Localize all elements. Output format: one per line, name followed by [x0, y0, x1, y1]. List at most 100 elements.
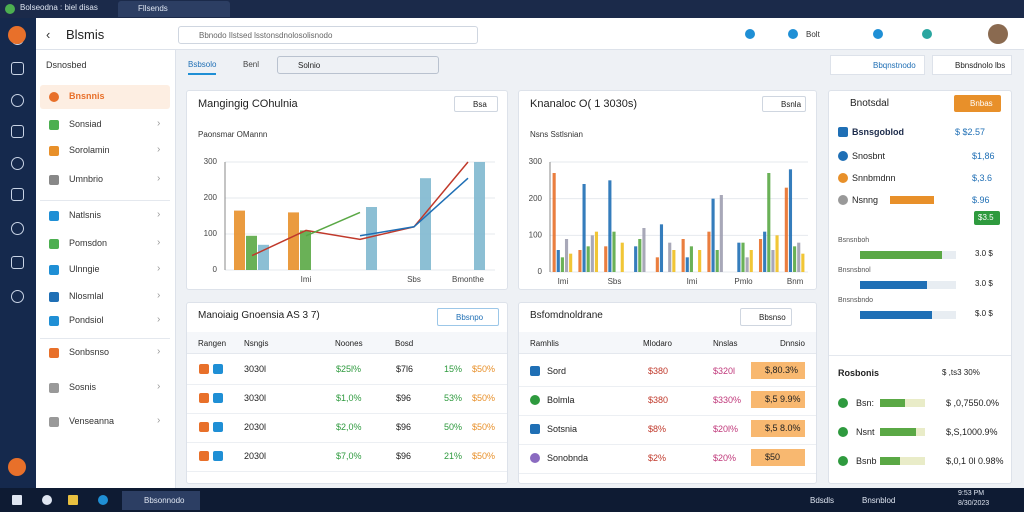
button[interactable]: Bbnsdnolo lbs [932, 55, 1012, 75]
rail-icon[interactable] [11, 290, 24, 303]
x-tick-label: Bmonthe [452, 275, 485, 284]
cell: $20% [713, 453, 737, 463]
button[interactable]: Bbqnstnodo [830, 55, 925, 75]
chevron: › [157, 118, 161, 129]
icon [8, 458, 26, 476]
icon [922, 29, 932, 39]
rail-icon[interactable] [11, 222, 24, 235]
tab[interactable]: Benl [243, 60, 260, 69]
sidebar-header: Dsnosbed [46, 60, 87, 70]
sidebar-item[interactable]: Sonbsnso [69, 347, 110, 357]
bar [288, 212, 299, 270]
taskbar-item[interactable]: Bdsdls [810, 496, 835, 505]
bar [474, 162, 485, 270]
table-button[interactable]: Bbsnpo [437, 308, 499, 326]
bar [715, 250, 719, 272]
cell: $96 [396, 422, 412, 432]
chevron: › [157, 415, 161, 426]
sidebar-item[interactable]: Ulnngie [69, 264, 100, 274]
cell: $50% [472, 451, 496, 461]
list-label: Nsnt [856, 427, 875, 437]
y-tick-label: 300 [529, 157, 543, 166]
back-button[interactable]: ‹ [46, 27, 51, 42]
column-header: Noones [335, 339, 363, 348]
sidebar-item[interactable]: Bnsnnis [69, 91, 105, 101]
bar-label: Bnsnsbndo [838, 297, 874, 304]
rail-icon[interactable] [11, 157, 24, 170]
list-value: $ ,ts3 30% [942, 368, 980, 377]
chart-button[interactable]: Bsa [454, 96, 498, 112]
rail-icon[interactable] [11, 94, 24, 107]
rail-icon[interactable] [11, 188, 24, 201]
tab[interactable]: Bolseodna : biel disas [20, 3, 98, 12]
bar [638, 239, 642, 272]
panel-button[interactable]: Bnbas [954, 95, 1001, 112]
bar [788, 169, 793, 272]
icon [530, 453, 540, 463]
taskbar-item[interactable]: Bnsnblod [862, 496, 896, 505]
chart: 0 100 200 300 Imi Sbs Bmonthe [204, 157, 495, 284]
bar-track [880, 399, 925, 407]
list-title: Rosbonis [838, 368, 880, 378]
cell: 3030l [244, 364, 267, 374]
bar [707, 231, 711, 272]
list-value: $ ,0,7550.0% [946, 398, 1000, 408]
cell: Sonobnda [547, 453, 589, 463]
bar [749, 250, 753, 272]
bar [719, 195, 723, 272]
bar [689, 246, 693, 272]
table-button[interactable]: Bbsnso [740, 308, 792, 326]
bar-track [860, 251, 956, 259]
bar [608, 180, 612, 272]
bar-track [880, 457, 925, 465]
icon [838, 427, 848, 437]
cell: $7,0% [336, 451, 362, 461]
cell: $380 [648, 366, 669, 376]
cell: 2030l [244, 422, 267, 432]
bar [797, 242, 801, 272]
chart-button[interactable]: Bsnla [762, 96, 806, 112]
sidebar-item[interactable]: Umnbrio [69, 174, 104, 184]
sidebar-item[interactable]: Sorolamin [69, 145, 110, 155]
tab[interactable]: Fllsends [118, 1, 230, 17]
bar [767, 173, 771, 272]
bar [698, 250, 702, 272]
search-box[interactable]: Bbnodo Ilstsed lsstonsdnolosolisnodo [178, 26, 478, 44]
clock: 9:53 PM [958, 490, 985, 497]
icon [199, 422, 209, 432]
divider [829, 355, 1011, 356]
cell: $380 [648, 395, 669, 405]
tab[interactable]: Bsbsolo [188, 60, 217, 75]
y-tick-label: 0 [213, 265, 218, 274]
bar [300, 230, 311, 270]
sidebar-item[interactable]: Natlsnis [69, 210, 102, 220]
bar [672, 250, 676, 272]
taskbar-app[interactable]: Bbsonnodo [122, 491, 200, 510]
sidebar-item[interactable]: Nlosmlal [69, 291, 104, 301]
list-value: $1,86 [972, 151, 995, 161]
rail-icon[interactable] [11, 62, 24, 75]
icon [838, 195, 848, 205]
bar [556, 250, 560, 272]
sidebar-item[interactable]: Venseanna [69, 416, 115, 426]
rail-icon[interactable] [11, 125, 24, 138]
sidebar-item[interactable]: Sosnis [69, 382, 97, 392]
bar [366, 207, 377, 270]
rail-icon[interactable] [11, 256, 24, 269]
icon [199, 451, 209, 461]
sidebar-item[interactable]: Sonsiad [69, 119, 102, 129]
active-item [40, 85, 170, 109]
select[interactable]: Solnio [277, 56, 439, 74]
bar-track [880, 428, 925, 436]
sidebar-item[interactable]: Pomsdon [69, 238, 108, 248]
cell: $2,0% [336, 422, 362, 432]
icon [530, 366, 540, 376]
sidebar-item[interactable]: Pondsiol [69, 315, 104, 325]
cell: 53% [444, 393, 463, 403]
highlight-cell: $,5 8.0% [751, 420, 805, 437]
line [359, 177, 469, 237]
app-header [0, 18, 1024, 50]
cell: Bolmla [547, 395, 575, 405]
